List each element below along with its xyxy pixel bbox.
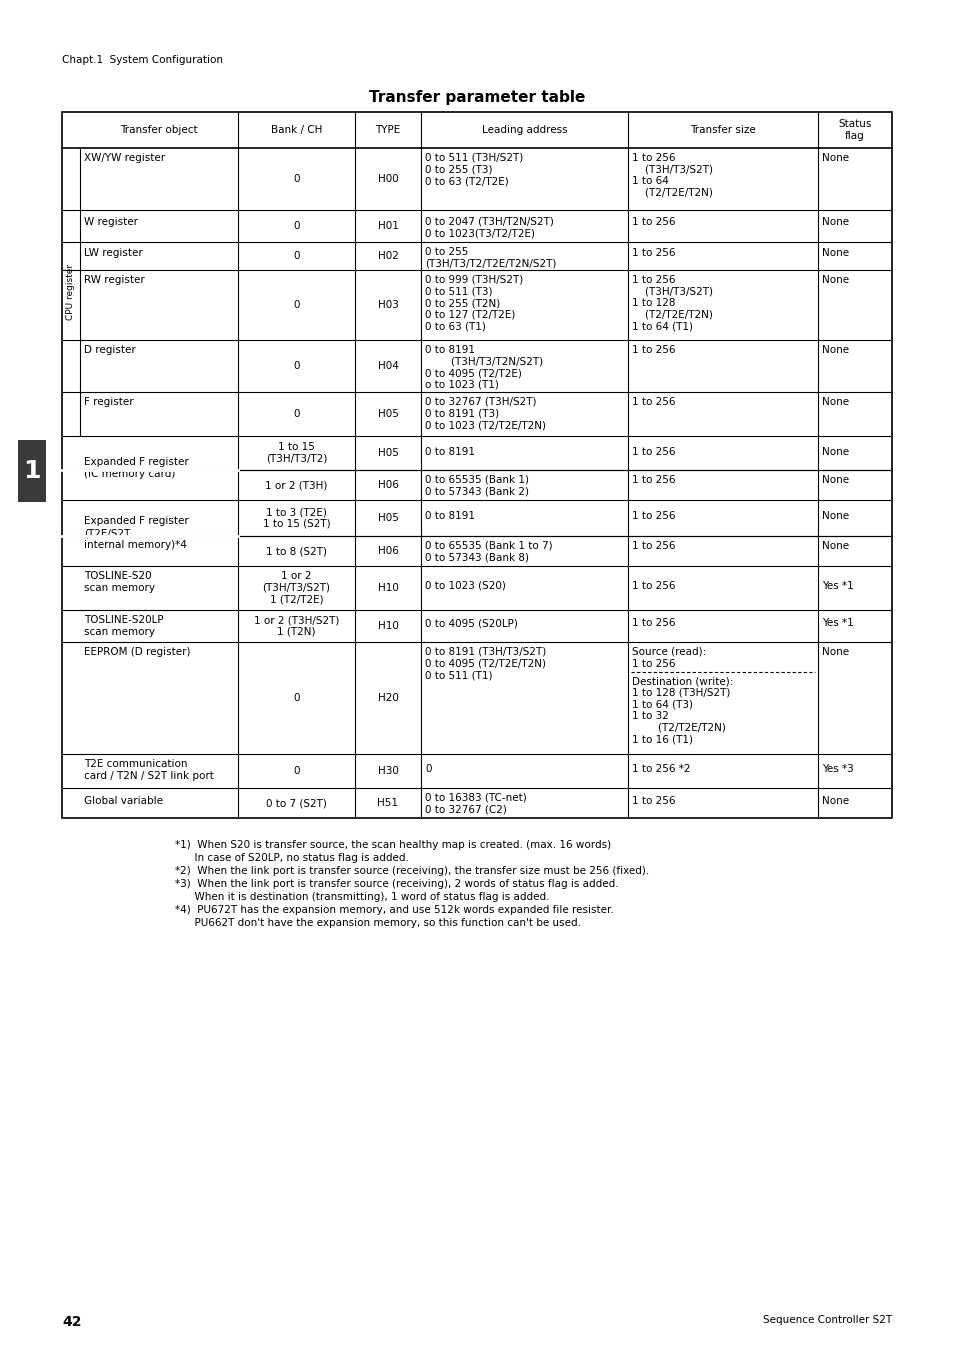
Text: H03: H03 bbox=[377, 300, 398, 309]
Text: H01: H01 bbox=[377, 222, 398, 231]
Bar bbox=[18, 440, 46, 503]
Text: Global variable: Global variable bbox=[84, 796, 163, 807]
Text: Leading address: Leading address bbox=[481, 126, 567, 135]
Text: 1 to 256: 1 to 256 bbox=[631, 447, 675, 457]
Text: TYPE: TYPE bbox=[375, 126, 400, 135]
Text: None: None bbox=[821, 249, 848, 258]
Text: 1 to 256: 1 to 256 bbox=[631, 397, 675, 407]
Text: Yes *1: Yes *1 bbox=[821, 617, 853, 628]
Text: Yes *1: Yes *1 bbox=[821, 581, 853, 590]
Text: H10: H10 bbox=[377, 621, 398, 631]
Text: H51: H51 bbox=[377, 798, 398, 808]
Text: RW register: RW register bbox=[84, 276, 145, 285]
Text: None: None bbox=[821, 447, 848, 457]
Text: 0 to 65535 (Bank 1 to 7)
0 to 57343 (Bank 8): 0 to 65535 (Bank 1 to 7) 0 to 57343 (Ban… bbox=[424, 540, 552, 562]
Text: 1 to 15
(T3H/T3/T2): 1 to 15 (T3H/T3/T2) bbox=[266, 442, 327, 463]
Text: 0: 0 bbox=[293, 766, 299, 775]
Text: 1 to 256
    (T3H/T3/S2T)
1 to 64
    (T2/T2E/T2N): 1 to 256 (T3H/T3/S2T) 1 to 64 (T2/T2E/T2… bbox=[631, 153, 712, 197]
Text: 0 to 255
(T3H/T3/T2/T2E/T2N/S2T): 0 to 255 (T3H/T3/T2/T2E/T2N/S2T) bbox=[424, 247, 556, 269]
Text: LW register: LW register bbox=[84, 249, 143, 258]
Text: Transfer parameter table: Transfer parameter table bbox=[369, 91, 584, 105]
Text: 0 to 4095 (S20LP): 0 to 4095 (S20LP) bbox=[424, 617, 517, 628]
Text: 1 to 256: 1 to 256 bbox=[631, 218, 675, 227]
Text: Chapt.1  System Configuration: Chapt.1 System Configuration bbox=[62, 55, 223, 65]
Text: Bank / CH: Bank / CH bbox=[271, 126, 322, 135]
Text: Destination (write):
1 to 128 (T3H/S2T)
1 to 64 (T3)
1 to 32
        (T2/T2E/T2N: Destination (write): 1 to 128 (T3H/S2T) … bbox=[631, 676, 733, 744]
Text: W register: W register bbox=[84, 218, 138, 227]
Text: 1 to 256 *2: 1 to 256 *2 bbox=[631, 765, 690, 774]
Text: None: None bbox=[821, 218, 848, 227]
Text: 0 to 65535 (Bank 1)
0 to 57343 (Bank 2): 0 to 65535 (Bank 1) 0 to 57343 (Bank 2) bbox=[424, 476, 529, 497]
Text: 1 to 256
    (T3H/T3/S2T)
1 to 128
    (T2/T2E/T2N)
1 to 64 (T1): 1 to 256 (T3H/T3/S2T) 1 to 128 (T2/T2E/T… bbox=[631, 276, 712, 331]
Text: 0 to 8191
        (T3H/T3/T2N/S2T)
0 to 4095 (T2/T2E)
o to 1023 (T1): 0 to 8191 (T3H/T3/T2N/S2T) 0 to 4095 (T2… bbox=[424, 345, 542, 390]
Text: D register: D register bbox=[84, 345, 135, 355]
Text: Sequence Controller S2T: Sequence Controller S2T bbox=[762, 1315, 891, 1325]
Text: None: None bbox=[821, 476, 848, 485]
Text: T2E communication
card / T2N / S2T link port: T2E communication card / T2N / S2T link … bbox=[84, 759, 213, 781]
Text: 1 to 256: 1 to 256 bbox=[631, 476, 675, 485]
Text: 0 to 999 (T3H/S2T)
0 to 511 (T3)
0 to 255 (T2N)
0 to 127 (T2/T2E)
0 to 63 (T1): 0 to 999 (T3H/S2T) 0 to 511 (T3) 0 to 25… bbox=[424, 276, 522, 331]
Text: 0 to 8191: 0 to 8191 bbox=[424, 511, 475, 521]
Text: 0: 0 bbox=[293, 222, 299, 231]
Text: TOSLINE-S20
scan memory: TOSLINE-S20 scan memory bbox=[84, 571, 154, 593]
Text: H30: H30 bbox=[377, 766, 398, 775]
Bar bbox=[62, 112, 891, 817]
Text: None: None bbox=[821, 276, 848, 285]
Text: CPU register: CPU register bbox=[67, 263, 75, 320]
Text: Transfer size: Transfer size bbox=[689, 126, 755, 135]
Text: EEPROM (D register): EEPROM (D register) bbox=[84, 647, 191, 657]
Text: 0 to 16383 (TC-net)
0 to 32767 (C2): 0 to 16383 (TC-net) 0 to 32767 (C2) bbox=[424, 793, 526, 815]
Text: 1 to 256: 1 to 256 bbox=[631, 540, 675, 551]
Text: 1 to 256: 1 to 256 bbox=[631, 345, 675, 355]
Text: *1)  When S20 is transfer source, the scan healthy map is created. (max. 16 word: *1) When S20 is transfer source, the sca… bbox=[174, 840, 611, 850]
Text: Expanded F register
(T2E/S2T
internal memory)*4: Expanded F register (T2E/S2T internal me… bbox=[84, 516, 189, 550]
Text: 1 to 8 (S2T): 1 to 8 (S2T) bbox=[266, 546, 327, 557]
Text: H02: H02 bbox=[377, 251, 398, 261]
Text: When it is destination (transmitting), 1 word of status flag is added.: When it is destination (transmitting), 1… bbox=[174, 892, 549, 902]
Text: PU662T don't have the expansion memory, so this function can't be used.: PU662T don't have the expansion memory, … bbox=[174, 917, 580, 928]
Text: H04: H04 bbox=[377, 361, 398, 372]
Text: H20: H20 bbox=[377, 693, 398, 703]
Text: 1 to 256: 1 to 256 bbox=[631, 249, 675, 258]
Text: 1 or 2
(T3H/T3/S2T)
1 (T2/T2E): 1 or 2 (T3H/T3/S2T) 1 (T2/T2E) bbox=[262, 571, 330, 605]
Text: None: None bbox=[821, 511, 848, 521]
Text: 0 to 8191 (T3H/T3/S2T)
0 to 4095 (T2/T2E/T2N)
0 to 511 (T1): 0 to 8191 (T3H/T3/S2T) 0 to 4095 (T2/T2E… bbox=[424, 647, 546, 680]
Text: *3)  When the link port is transfer source (receiving), 2 words of status flag i: *3) When the link port is transfer sourc… bbox=[174, 880, 618, 889]
Text: Source (read):
1 to 256: Source (read): 1 to 256 bbox=[631, 647, 705, 669]
Text: 0 to 32767 (T3H/S2T)
0 to 8191 (T3)
0 to 1023 (T2/T2E/T2N): 0 to 32767 (T3H/S2T) 0 to 8191 (T3) 0 to… bbox=[424, 397, 545, 430]
Text: 1 to 3 (T2E)
1 to 15 (S2T): 1 to 3 (T2E) 1 to 15 (S2T) bbox=[262, 507, 330, 528]
Text: 1 to 256: 1 to 256 bbox=[631, 581, 675, 590]
Text: Expanded F register
(IC memory card): Expanded F register (IC memory card) bbox=[84, 457, 189, 478]
Text: 0: 0 bbox=[293, 361, 299, 372]
Text: F register: F register bbox=[84, 397, 133, 407]
Text: None: None bbox=[821, 153, 848, 163]
Text: 0 to 7 (S2T): 0 to 7 (S2T) bbox=[266, 798, 327, 808]
Text: 1: 1 bbox=[23, 459, 41, 484]
Text: None: None bbox=[821, 540, 848, 551]
Text: Transfer object: Transfer object bbox=[120, 126, 197, 135]
Text: None: None bbox=[821, 647, 848, 657]
Text: 0: 0 bbox=[424, 765, 431, 774]
Text: 0: 0 bbox=[293, 300, 299, 309]
Text: H05: H05 bbox=[377, 449, 398, 458]
Text: H06: H06 bbox=[377, 480, 398, 490]
Text: XW/YW register: XW/YW register bbox=[84, 153, 165, 163]
Text: 0 to 1023 (S20): 0 to 1023 (S20) bbox=[424, 581, 505, 590]
Text: 0 to 511 (T3H/S2T)
0 to 255 (T3)
0 to 63 (T2/T2E): 0 to 511 (T3H/S2T) 0 to 255 (T3) 0 to 63… bbox=[424, 153, 522, 186]
Text: 0 to 2047 (T3H/T2N/S2T)
0 to 1023(T3/T2/T2E): 0 to 2047 (T3H/T2N/S2T) 0 to 1023(T3/T2/… bbox=[424, 218, 554, 239]
Text: 1 to 256: 1 to 256 bbox=[631, 796, 675, 807]
Text: H06: H06 bbox=[377, 546, 398, 557]
Text: *4)  PU672T has the expansion memory, and use 512k words expanded file resister.: *4) PU672T has the expansion memory, and… bbox=[174, 905, 613, 915]
Text: 1 to 256: 1 to 256 bbox=[631, 617, 675, 628]
Text: H05: H05 bbox=[377, 409, 398, 419]
Text: Status
flag: Status flag bbox=[838, 119, 871, 141]
Text: 0 to 8191: 0 to 8191 bbox=[424, 447, 475, 457]
Text: In case of S20LP, no status flag is added.: In case of S20LP, no status flag is adde… bbox=[174, 852, 409, 863]
Text: 0: 0 bbox=[293, 693, 299, 703]
Text: None: None bbox=[821, 796, 848, 807]
Text: H05: H05 bbox=[377, 513, 398, 523]
Text: 1 or 2 (T3H/S2T)
1 (T2N): 1 or 2 (T3H/S2T) 1 (T2N) bbox=[253, 615, 339, 636]
Text: *2)  When the link port is transfer source (receiving), the transfer size must b: *2) When the link port is transfer sourc… bbox=[174, 866, 649, 875]
Text: 1 or 2 (T3H): 1 or 2 (T3H) bbox=[265, 480, 327, 490]
Text: 0: 0 bbox=[293, 409, 299, 419]
